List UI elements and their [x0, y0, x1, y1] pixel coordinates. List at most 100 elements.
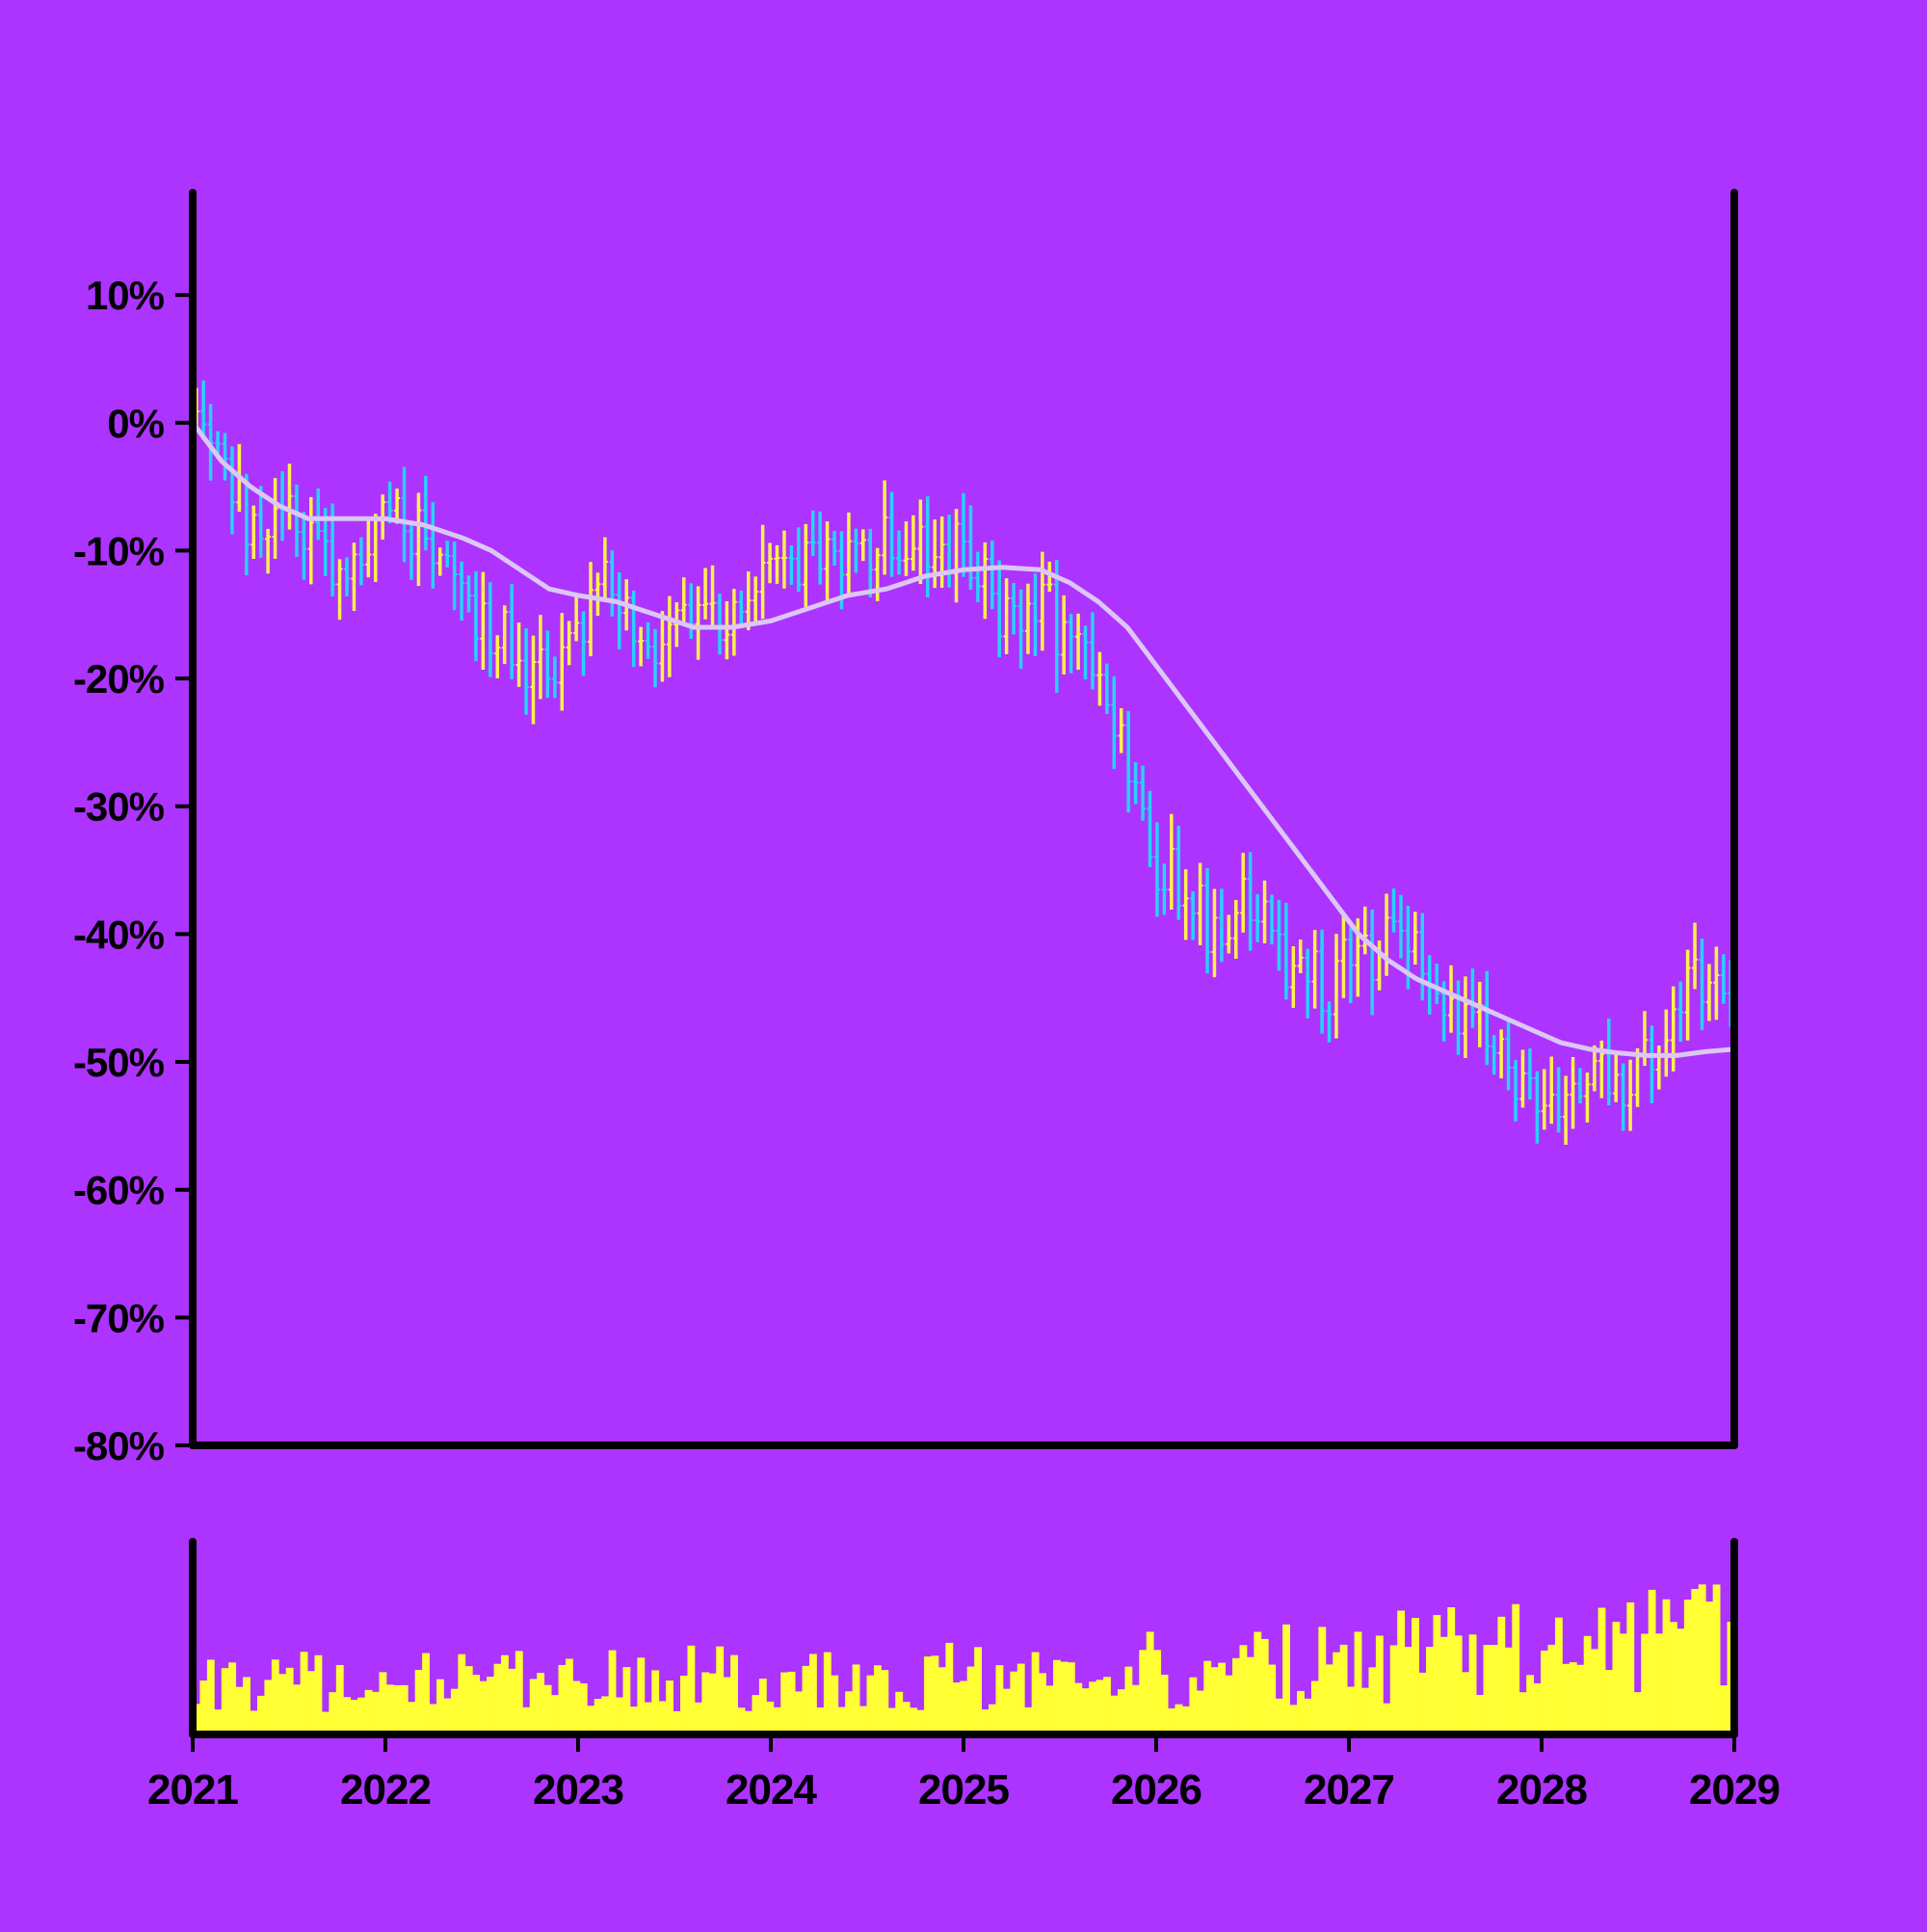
- volume-bar: [644, 1702, 652, 1734]
- volume-bar: [1189, 1677, 1198, 1734]
- ohlc-bar: [515, 622, 522, 687]
- ohlc-bar: [795, 527, 802, 593]
- ohlc-bar: [1627, 1059, 1634, 1131]
- volume-bar: [429, 1704, 437, 1734]
- volume-bar: [1089, 1681, 1097, 1734]
- ohlc-bar: [1032, 573, 1039, 656]
- ohlc-bar: [1591, 1045, 1597, 1092]
- ohlc-bar: [996, 560, 1003, 658]
- ohlc-bar: [673, 602, 680, 648]
- volume-bar: [823, 1652, 832, 1734]
- volume-bar: [329, 1692, 337, 1734]
- volume-bar: [1067, 1662, 1075, 1734]
- ohlc-bar: [207, 404, 214, 481]
- moving-average-line: [191, 421, 1735, 1058]
- volume-bar: [264, 1680, 273, 1734]
- ohlc-bar: [422, 475, 429, 551]
- ohlc-bar: [1068, 613, 1074, 674]
- volume-bar: [1605, 1670, 1613, 1734]
- volume-bar: [1554, 1617, 1563, 1734]
- ohlc-bar: [251, 505, 257, 559]
- volume-bar: [1275, 1698, 1283, 1734]
- x-tick-label: 2029: [1689, 1766, 1780, 1813]
- ohlc-bar: [910, 515, 916, 571]
- volume-bar: [651, 1670, 660, 1734]
- volume-bar: [1181, 1706, 1190, 1734]
- volume-bar: [1447, 1607, 1456, 1734]
- ohlc-bar: [788, 544, 795, 585]
- volume-bar: [271, 1659, 279, 1734]
- ohlc-bar: [1197, 862, 1203, 946]
- ohlc-bar: [351, 543, 357, 611]
- volume-bar: [228, 1662, 237, 1734]
- ohlc-bar: [924, 496, 931, 598]
- ohlc-bar: [1290, 946, 1297, 1008]
- volume-bar: [989, 1704, 996, 1734]
- volume-bar: [859, 1706, 867, 1734]
- x-tick-label: 2028: [1496, 1766, 1587, 1813]
- volume-bar: [1518, 1692, 1527, 1734]
- volume-bar: [758, 1679, 767, 1734]
- ohlc-bar: [1240, 853, 1247, 933]
- ohlc-bar: [594, 572, 601, 616]
- volume-bar: [666, 1681, 674, 1734]
- ohlc-bar: [1254, 893, 1261, 942]
- ohlc-bar: [200, 380, 207, 440]
- volume-bar: [1626, 1601, 1635, 1734]
- volume-bar: [1060, 1661, 1069, 1734]
- ohlc-bar: [1326, 1001, 1333, 1043]
- ohlc-bar: [702, 568, 709, 620]
- x-tick-label: 2027: [1304, 1766, 1394, 1813]
- ohlc-bar: [1075, 613, 1082, 671]
- ohlc-bar: [357, 537, 364, 586]
- volume-bar: [931, 1655, 939, 1734]
- volume-bar: [658, 1701, 667, 1734]
- volume-bar: [1110, 1695, 1119, 1734]
- volume-bar: [1597, 1607, 1606, 1734]
- ohlc-bar: [459, 561, 465, 622]
- volume-bar: [343, 1697, 352, 1734]
- y-tick-label: -60%: [73, 1168, 165, 1213]
- volume-bar: [515, 1651, 523, 1734]
- volume-bar: [1325, 1664, 1333, 1734]
- ohlc-bar: [1017, 589, 1024, 670]
- volume-bar: [831, 1675, 839, 1734]
- ohlc-bar: [293, 484, 300, 558]
- volume-bar: [1282, 1624, 1291, 1734]
- volume-bar: [206, 1659, 215, 1734]
- ohlc-bar: [436, 547, 443, 576]
- volume-bar: [364, 1689, 373, 1734]
- volume-bar: [1074, 1682, 1083, 1734]
- ohlc-bar: [1692, 922, 1699, 990]
- volume-bar: [587, 1706, 595, 1734]
- volume-bar: [1439, 1636, 1448, 1734]
- volume-bar: [1045, 1685, 1054, 1734]
- volume-bar: [1569, 1662, 1577, 1734]
- ohlc-bar: [1096, 651, 1103, 706]
- volume-bar: [752, 1695, 760, 1734]
- ohlc-bar: [386, 481, 393, 524]
- ohlc-bar: [845, 512, 852, 597]
- volume-bar: [966, 1666, 975, 1734]
- ohlc-bar: [1111, 675, 1118, 770]
- volume-bar: [1289, 1705, 1298, 1734]
- volume-bar: [1124, 1666, 1133, 1734]
- x-tick-label: 2021: [147, 1766, 238, 1813]
- volume-bar: [773, 1707, 781, 1734]
- volume-bar: [1268, 1664, 1277, 1734]
- volume-bar: [960, 1681, 968, 1734]
- ohlc-bar: [1297, 940, 1304, 973]
- ohlc-bar: [1311, 930, 1318, 1009]
- ohlc-bar: [738, 590, 745, 624]
- ohlc-series: [193, 380, 1734, 1145]
- volume-bar: [572, 1681, 581, 1734]
- ohlc-bar: [1147, 790, 1153, 867]
- volume-bar: [1612, 1622, 1621, 1734]
- volume-bar: [687, 1645, 696, 1734]
- ohlc-bar: [1211, 888, 1218, 978]
- volume-bar: [414, 1670, 423, 1734]
- ohlc-bar: [1505, 1019, 1512, 1091]
- ohlc-bar: [430, 502, 436, 589]
- ohlc-bar: [803, 523, 809, 607]
